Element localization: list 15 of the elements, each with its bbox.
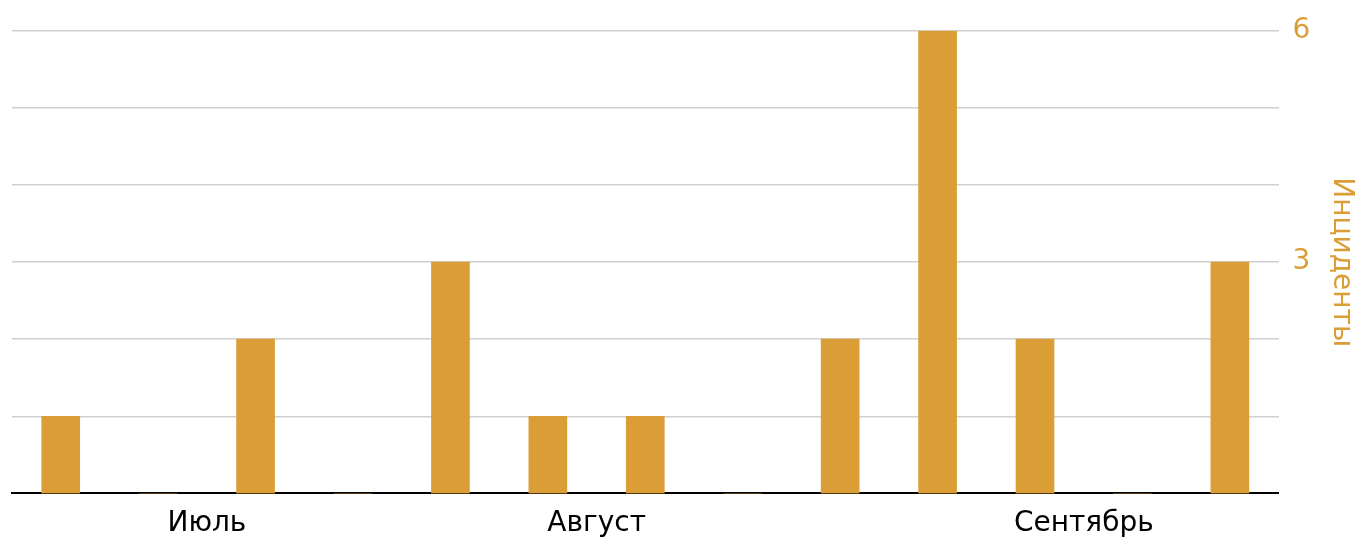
bar [431,261,470,494]
bar [918,30,957,494]
bar [820,338,860,494]
bar [236,338,275,494]
bar [528,415,568,494]
bar [1210,261,1250,494]
x-tick-label: Июль [167,505,247,539]
bar [41,415,81,494]
bar [625,415,665,494]
bar [1015,338,1055,494]
y-tick-label: 3 [1292,243,1311,277]
x-tick-label: Сентябрь [1013,505,1154,539]
y-tick-label: 6 [1292,12,1311,46]
x-tick-label: Август [547,505,646,539]
y-axis-title: Инциденты [1326,177,1360,348]
